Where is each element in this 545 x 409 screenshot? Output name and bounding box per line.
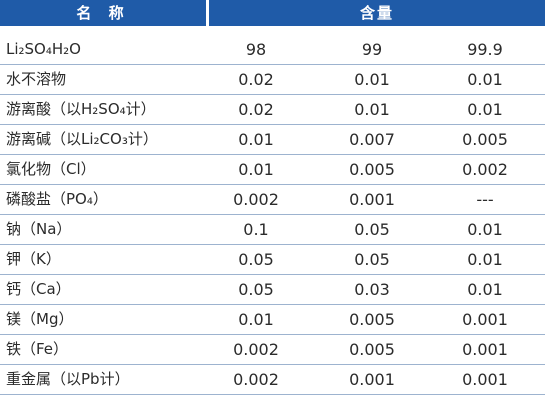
table-row: 重金属（以Pb计） 0.002 0.001 0.001 (0, 365, 545, 395)
content-value-2: 0.001 (349, 370, 395, 389)
table-row: 钾（K） 0.05 0.05 0.01 (0, 245, 545, 275)
table-row: 镁（Mg） 0.01 0.005 0.001 (0, 305, 545, 335)
content-value-1: 0.002 (233, 340, 279, 359)
item-name: 水不溶物 (6, 70, 67, 88)
content-value-3: 0.01 (467, 280, 503, 299)
item-name: 镁（Mg） (6, 310, 74, 328)
table-row: 氯化物（Cl） 0.01 0.005 0.002 (0, 155, 545, 185)
content-value-2: 0.01 (354, 70, 390, 89)
content-value-1: 0.1 (243, 220, 269, 239)
content-value-1: 0.02 (238, 70, 274, 89)
content-value-1: 0.01 (238, 310, 274, 329)
content-value-3: 0.001 (462, 310, 508, 329)
content-value-2: 0.05 (354, 220, 390, 239)
content-value-2: 0.007 (349, 130, 395, 149)
content-value-1: 0.05 (238, 250, 274, 269)
content-value-1: 0.01 (238, 130, 274, 149)
content-value-3: 99.9 (467, 40, 503, 59)
content-value-2: 0.03 (354, 280, 390, 299)
content-value-2: 0.005 (349, 310, 395, 329)
content-value-2: 0.005 (349, 340, 395, 359)
content-value-2: 0.001 (349, 190, 395, 209)
item-name: 游离酸（以H₂SO₄计） (6, 100, 156, 118)
content-value-2: 0.01 (354, 100, 390, 119)
table-body: Li₂SO₄H₂O 98 99 99.9 水不溶物 0.02 0.01 0.01… (0, 35, 545, 395)
content-value-1: 0.002 (233, 370, 279, 389)
table-row: 钙（Ca） 0.05 0.03 0.01 (0, 275, 545, 305)
table-row: 游离酸（以H₂SO₄计） 0.02 0.01 0.01 (0, 95, 545, 125)
item-name: 钙（Ca） (6, 280, 71, 298)
item-name: 氯化物（Cl） (6, 160, 96, 178)
content-value-1: 0.01 (238, 160, 274, 179)
content-value-3: 0.01 (467, 70, 503, 89)
content-value-3: 0.001 (462, 370, 508, 389)
content-value-1: 0.002 (233, 190, 279, 209)
content-value-3: 0.01 (467, 220, 503, 239)
content-value-1: 0.02 (238, 100, 274, 119)
header-name: 名 称 (0, 0, 206, 26)
table-header: 名 称 含量 (0, 0, 545, 26)
item-name: Li₂SO₄H₂O (6, 40, 81, 58)
content-value-2: 0.05 (354, 250, 390, 269)
item-name: 铁（Fe） (6, 340, 69, 358)
content-value-3: 0.001 (462, 340, 508, 359)
table-row: Li₂SO₄H₂O 98 99 99.9 (0, 35, 545, 65)
content-value-3: 0.01 (467, 250, 503, 269)
content-value-2: 0.005 (349, 160, 395, 179)
content-value-1: 98 (245, 40, 267, 59)
content-value-2: 99 (361, 40, 383, 59)
table-row: 磷酸盐（PO₄） 0.002 0.001 --- (0, 185, 545, 215)
item-name: 游离碱（以Li₂CO₃计） (6, 130, 158, 148)
item-name: 磷酸盐（PO₄） (6, 190, 108, 208)
content-value-3: 0.005 (462, 130, 508, 149)
content-value-3: --- (476, 190, 494, 209)
content-value-3: 0.01 (467, 100, 503, 119)
table-row: 钠（Na） 0.1 0.05 0.01 (0, 215, 545, 245)
header-content: 含量 (209, 0, 545, 26)
content-value-1: 0.05 (238, 280, 274, 299)
content-value-3: 0.002 (462, 160, 508, 179)
item-name: 钾（K） (6, 250, 61, 268)
table-row: 游离碱（以Li₂CO₃计） 0.01 0.007 0.005 (0, 125, 545, 155)
item-name: 钠（Na） (6, 220, 72, 238)
table-row: 铁（Fe） 0.002 0.005 0.001 (0, 335, 545, 365)
item-name: 重金属（以Pb计） (6, 370, 130, 388)
table-row: 水不溶物 0.02 0.01 0.01 (0, 65, 545, 95)
